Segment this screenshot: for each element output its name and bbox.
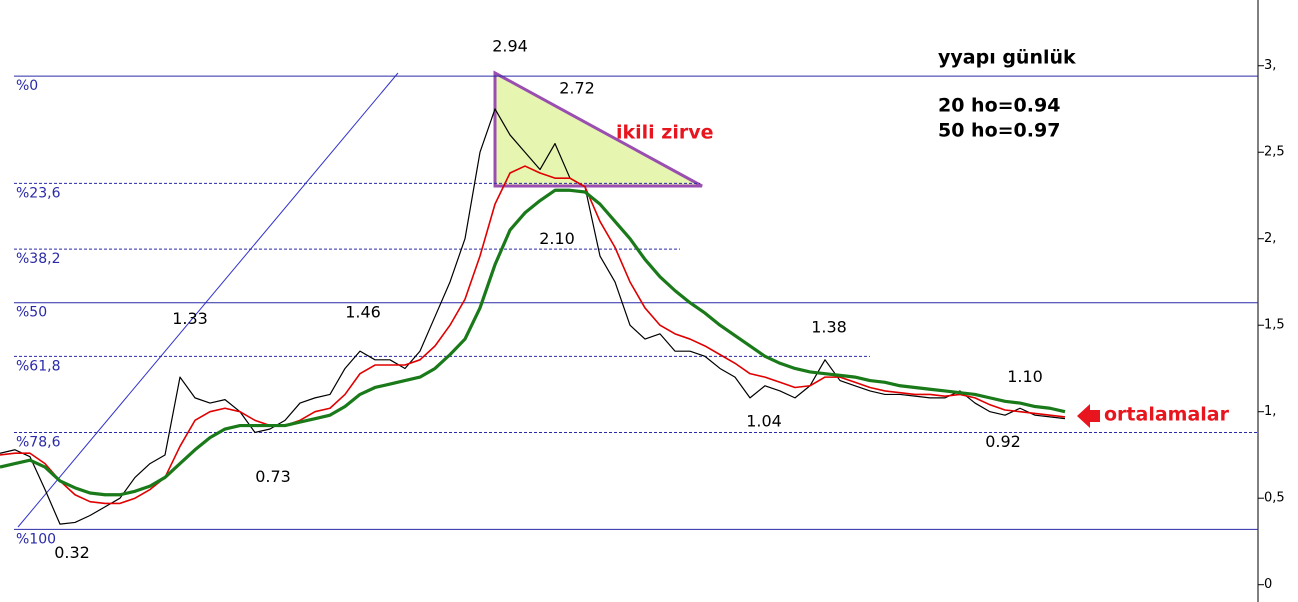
peak-label: 2.94 bbox=[492, 37, 528, 56]
fib-label: %38,2 bbox=[16, 251, 60, 267]
peak-label: 0.92 bbox=[985, 432, 1021, 451]
peak-label: 0.73 bbox=[255, 467, 291, 486]
y-tick-label: 2,5 bbox=[1264, 145, 1285, 160]
peak-label: 1.33 bbox=[172, 309, 208, 328]
y-tick-label: 2, bbox=[1264, 231, 1276, 246]
y-tick-label: 0 bbox=[1264, 577, 1272, 592]
fib-label: %100 bbox=[16, 531, 56, 547]
series-line bbox=[0, 188, 1066, 497]
pattern-label: ikili zirve bbox=[616, 122, 714, 144]
series-line bbox=[0, 165, 1066, 505]
peak-label: 2.72 bbox=[559, 79, 595, 98]
peak-label: 1.10 bbox=[1007, 367, 1043, 386]
arrow bbox=[1077, 404, 1100, 428]
fib-label: %23,6 bbox=[16, 185, 61, 201]
peak-label: 1.46 bbox=[345, 303, 381, 322]
trend-line bbox=[17, 72, 399, 528]
note: 50 ho=0.97 bbox=[938, 120, 1060, 142]
peak-label: 0.32 bbox=[54, 543, 90, 562]
y-tick-label: 3, bbox=[1264, 58, 1276, 73]
y-tick-label: 1,5 bbox=[1264, 318, 1285, 333]
y-tick-label: 0,5 bbox=[1264, 491, 1285, 506]
y-tick-label: 1, bbox=[1264, 404, 1276, 419]
series-line bbox=[0, 108, 1066, 525]
fib-label: %78,6 bbox=[16, 434, 61, 450]
fib-label: %61,8 bbox=[16, 358, 60, 374]
peak-label: 1.04 bbox=[746, 411, 782, 430]
peak-label: 2.10 bbox=[539, 229, 575, 248]
note: 20 ho=0.94 bbox=[938, 95, 1060, 117]
fib-label: %50 bbox=[16, 305, 47, 321]
fib-label: %0 bbox=[16, 78, 38, 94]
averages-label: ortalamalar bbox=[1104, 404, 1230, 426]
chart-title: yyapı günlük bbox=[938, 47, 1076, 69]
plot: 0 0,5 1, 1,5 2, 2,5 3, %0 %23,6 %38,2 %50 %61,8 %78,… bbox=[0, 37, 1285, 592]
peak-label: 1.38 bbox=[811, 317, 847, 336]
